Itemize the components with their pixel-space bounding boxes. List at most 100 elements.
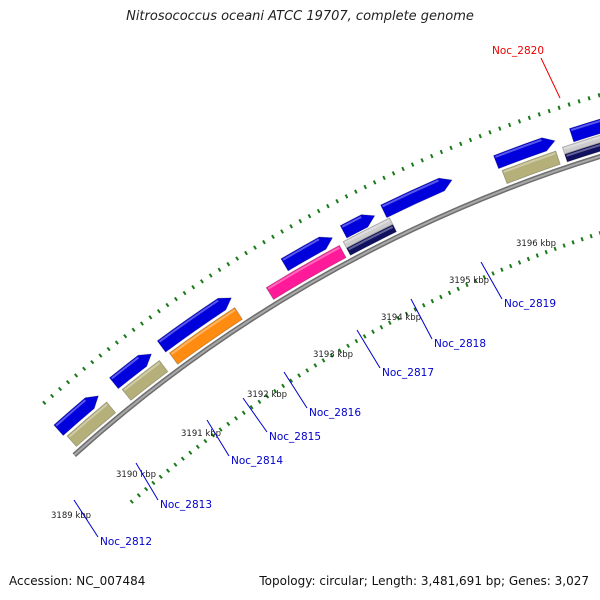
outer-tick	[235, 256, 240, 261]
feature-magenta	[265, 244, 347, 301]
callout-line	[73, 499, 99, 538]
accession-text: Accession: NC_007484	[9, 574, 146, 588]
outer-tick	[344, 194, 349, 199]
inner-tick	[218, 427, 223, 432]
outer-tick	[449, 145, 453, 151]
inner-tick	[210, 433, 215, 438]
feature-gray-shine	[344, 219, 390, 244]
inner-tick	[354, 338, 359, 344]
feature-blue-shine	[158, 299, 219, 343]
outer-tick	[42, 400, 47, 405]
callout-line	[480, 261, 503, 300]
gene-label: Noc_2820	[492, 45, 544, 57]
outer-tick	[123, 333, 128, 339]
inner-tick	[346, 343, 350, 349]
outer-tick	[363, 184, 367, 190]
inner-tick	[517, 260, 522, 265]
outer-tick	[517, 119, 522, 124]
inner-tick	[180, 456, 185, 461]
inner-tick	[535, 253, 539, 258]
inner-tick	[321, 358, 326, 363]
outer-tick	[537, 112, 541, 117]
outer-tick	[182, 290, 187, 296]
inner-tick	[273, 388, 278, 394]
inner-tick	[241, 410, 246, 415]
inner-tick	[313, 363, 318, 368]
outer-tick	[244, 250, 248, 256]
callout-line	[356, 329, 381, 369]
outer-tick	[507, 122, 512, 128]
inner-tick	[500, 267, 504, 272]
outer-tick	[430, 153, 434, 159]
inner-tick	[305, 368, 310, 373]
inner-tick	[188, 450, 193, 455]
inner-tick	[387, 320, 392, 325]
inner-tick	[297, 373, 302, 378]
outer-tick	[139, 321, 144, 326]
inner-tick	[362, 334, 367, 339]
kbp-label: 3195 kbp	[449, 276, 489, 286]
feature-khaki	[121, 359, 169, 401]
outer-tick	[280, 229, 284, 234]
outer-tick	[326, 203, 330, 209]
outer-tick	[148, 315, 153, 320]
outer-tick	[271, 234, 275, 240]
inner-tick	[430, 298, 435, 304]
gene-label: Noc_2814	[231, 455, 283, 467]
callout-line	[410, 298, 433, 340]
gene-label: Noc_2812	[100, 536, 152, 548]
inner-tick	[281, 383, 286, 389]
inner-tick	[158, 474, 163, 479]
inner-tick	[249, 405, 254, 410]
outer-tick	[468, 137, 473, 143]
feature-blue	[53, 395, 99, 437]
feature-blue	[156, 297, 232, 353]
feature-blue	[280, 236, 334, 272]
gene-label: Noc_2816	[309, 407, 361, 419]
outer-tick	[58, 386, 63, 392]
inner-tick	[553, 246, 557, 252]
outer-tick	[459, 141, 463, 147]
genome-stats-text: Topology: circular; Length: 3,481,691 bp…	[259, 574, 589, 588]
outer-tick	[488, 130, 492, 135]
outer-tick	[547, 108, 551, 114]
outer-tick	[391, 171, 396, 176]
outer-tick	[131, 327, 136, 333]
outer-tick	[174, 296, 178, 302]
outer-tick	[262, 239, 266, 245]
inner-tick	[404, 311, 409, 317]
inner-tick	[144, 486, 149, 492]
gene-label: Noc_2819	[504, 298, 556, 310]
outer-tick	[577, 99, 581, 104]
map-title: Nitrosococcus oceani ATCC 19707, complet…	[126, 9, 474, 24]
outer-tick	[316, 208, 321, 214]
outer-tick	[82, 366, 87, 371]
feature-magenta-shine	[267, 246, 340, 290]
inner-tick	[465, 282, 469, 288]
inner-tick	[195, 444, 200, 450]
inner-tick	[421, 303, 426, 308]
inner-tick	[265, 394, 270, 399]
feature-blue-shine	[570, 120, 600, 132]
feature-khaki-shine	[68, 403, 108, 438]
feature-blue	[568, 118, 600, 143]
feature-blue-shine	[341, 216, 362, 228]
feature-blue-shine	[495, 139, 542, 158]
outer-tick	[65, 380, 71, 385]
inner-tick	[447, 290, 452, 296]
kbp-label: 3190 kbp	[116, 470, 156, 480]
feature-blue	[380, 177, 453, 219]
inner-tick	[234, 416, 238, 421]
inner-tick	[396, 316, 401, 321]
inner-tick	[151, 480, 156, 486]
callout-line	[135, 462, 159, 501]
inner-tick	[509, 263, 513, 269]
kbp-label: 3189 kbp	[51, 511, 91, 521]
outer-tick	[557, 105, 561, 110]
outer-tick	[410, 162, 415, 167]
feature-navy	[346, 224, 397, 256]
outer-tick	[199, 279, 204, 284]
outer-tick	[90, 359, 95, 365]
gene-label: Noc_2818	[434, 338, 486, 350]
inner-tick	[562, 243, 566, 248]
